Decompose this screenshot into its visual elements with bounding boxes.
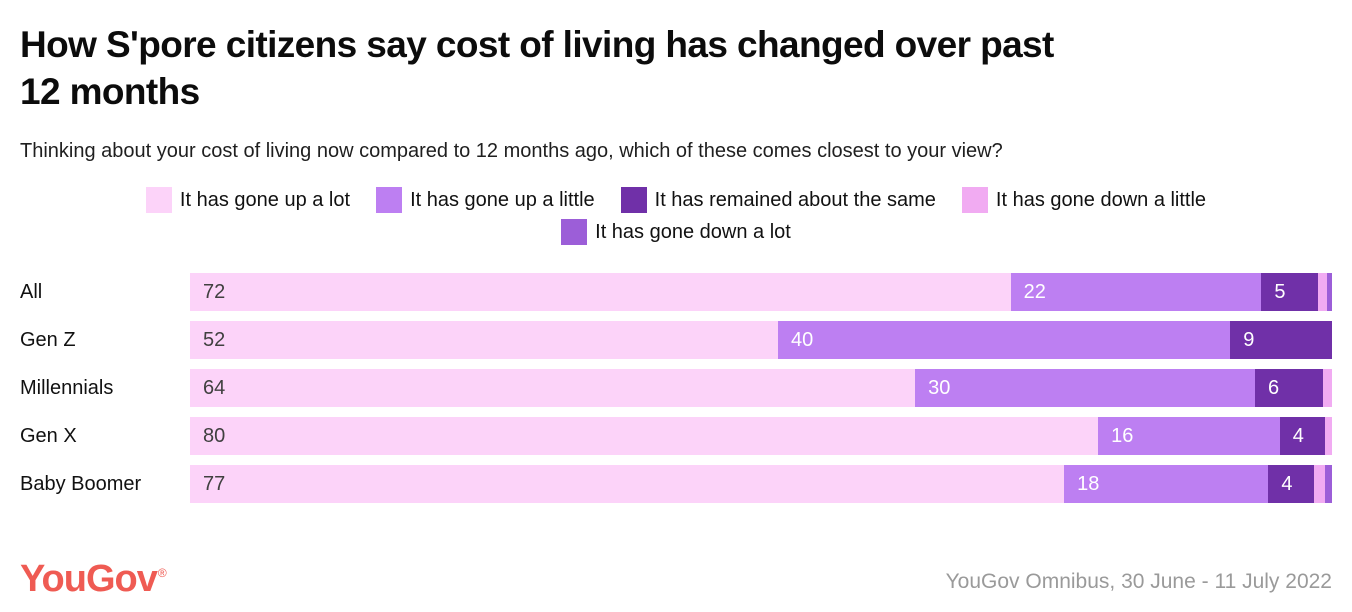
bar-row: Millennials 64 30 6 <box>20 369 1332 408</box>
bar-segment <box>1325 417 1332 456</box>
bar-segment: 4 <box>1268 465 1314 504</box>
bar-value-label: 30 <box>928 377 951 400</box>
legend-label: It has remained about the same <box>654 188 936 211</box>
bar-value-label: 16 <box>1111 425 1134 448</box>
bar-value-label: 18 <box>1077 473 1100 496</box>
bar-value-label: 5 <box>1274 281 1286 304</box>
chart-title-line-1: How S'pore citizens say cost of living h… <box>20 24 1054 65</box>
bar-segment: 6 <box>1254 369 1323 408</box>
legend: It has gone up a lot It has gone up a lit… <box>20 187 1332 246</box>
bar-track: 72 22 5 <box>190 273 1332 312</box>
legend-label: It has gone up a lot <box>179 188 351 211</box>
legend-swatch-icon <box>961 187 988 214</box>
bar-segment <box>1327 273 1332 312</box>
legend-swatch-icon <box>620 187 647 214</box>
bar-value-label: 77 <box>203 473 226 496</box>
bar-segment <box>1318 273 1328 312</box>
row-label: Millennials <box>20 376 114 399</box>
bar-row: Baby Boomer 77 18 4 <box>20 465 1332 504</box>
bar-value-label: 6 <box>1267 377 1280 400</box>
source-caption: YouGov Omnibus, 30 June - 11 July 2022 <box>945 570 1332 593</box>
legend-label: It has gone up a little <box>410 188 595 211</box>
legend-swatch-icon <box>561 219 588 246</box>
bar-row: Gen Z 52 40 9 <box>20 321 1332 360</box>
bar-segment: 30 <box>915 369 1255 408</box>
bar-track: 52 40 9 <box>190 321 1332 360</box>
stacked-bar-chart: All 72 22 5 Gen Z 52 40 9 Millennials 64 30 6 Gen X 8… <box>20 273 1332 504</box>
yougov-logo-text: YouGov <box>20 558 158 600</box>
bar-segment: 64 <box>190 369 916 408</box>
bar-segment: 4 <box>1279 417 1326 456</box>
bar-track: 64 30 6 <box>190 369 1332 408</box>
yougov-logo: YouGov® <box>20 558 167 600</box>
bar-value-label: 52 <box>203 329 226 352</box>
chart-subtitle: Thinking about your cost of living now c… <box>20 140 1003 163</box>
row-label: Gen Z <box>20 328 76 351</box>
legend-row-2: It has gone down a lot <box>20 219 1332 246</box>
bar-value-label: 4 <box>1281 473 1293 496</box>
bar-segment: 77 <box>190 465 1065 504</box>
bar-track: 80 16 4 <box>190 417 1332 456</box>
bar-segment: 72 <box>190 273 1011 312</box>
legend-item: It has gone up a lot <box>145 187 351 214</box>
bar-value-label: 22 <box>1023 281 1046 304</box>
bar-value-label: 72 <box>203 281 226 304</box>
bar-track: 77 18 4 <box>190 465 1332 504</box>
legend-label: It has gone down a lot <box>595 220 791 243</box>
bar-row: All 72 22 5 <box>20 273 1332 312</box>
bar-segment: 22 <box>1010 273 1262 312</box>
bar-segment: 52 <box>190 321 778 360</box>
registered-trademark-icon: ® <box>157 566 167 581</box>
bar-value-label: 4 <box>1292 425 1304 448</box>
row-label: All <box>20 280 43 303</box>
legend-item: It has gone down a lot <box>561 219 791 246</box>
legend-label: It has gone down a little <box>995 188 1207 211</box>
bar-value-label: 80 <box>203 425 226 448</box>
legend-swatch-icon <box>376 187 403 214</box>
legend-row-1: It has gone up a lot It has gone up a lit… <box>20 187 1332 214</box>
chart-title-line-2: 12 months <box>20 70 200 112</box>
bar-value-label: 9 <box>1243 329 1255 352</box>
bar-segment: 9 <box>1230 321 1332 360</box>
legend-item: It has remained about the same <box>620 187 936 214</box>
chart-title: How S'pore citizens say cost of living h… <box>20 22 1332 115</box>
legend-item: It has gone down a little <box>961 187 1207 214</box>
bar-value-label: 40 <box>790 329 814 352</box>
row-label: Baby Boomer <box>20 472 142 495</box>
bar-row: Gen X 80 16 4 <box>20 417 1332 456</box>
bar-segment <box>1322 369 1332 408</box>
bar-segment: 16 <box>1098 417 1280 456</box>
legend-item: It has gone up a little <box>376 187 595 214</box>
bar-segment <box>1313 465 1326 504</box>
bar-segment: 80 <box>190 417 1099 456</box>
bar-segment: 5 <box>1261 273 1319 312</box>
legend-swatch-icon <box>145 187 172 214</box>
bar-segment: 18 <box>1064 465 1269 504</box>
bar-value-label: 64 <box>203 377 226 400</box>
row-label: Gen X <box>20 424 77 447</box>
footer: YouGov® YouGov Omnibus, 30 June - 11 Jul… <box>20 560 1332 598</box>
bar-segment: 40 <box>777 321 1231 360</box>
bar-segment <box>1325 465 1332 504</box>
